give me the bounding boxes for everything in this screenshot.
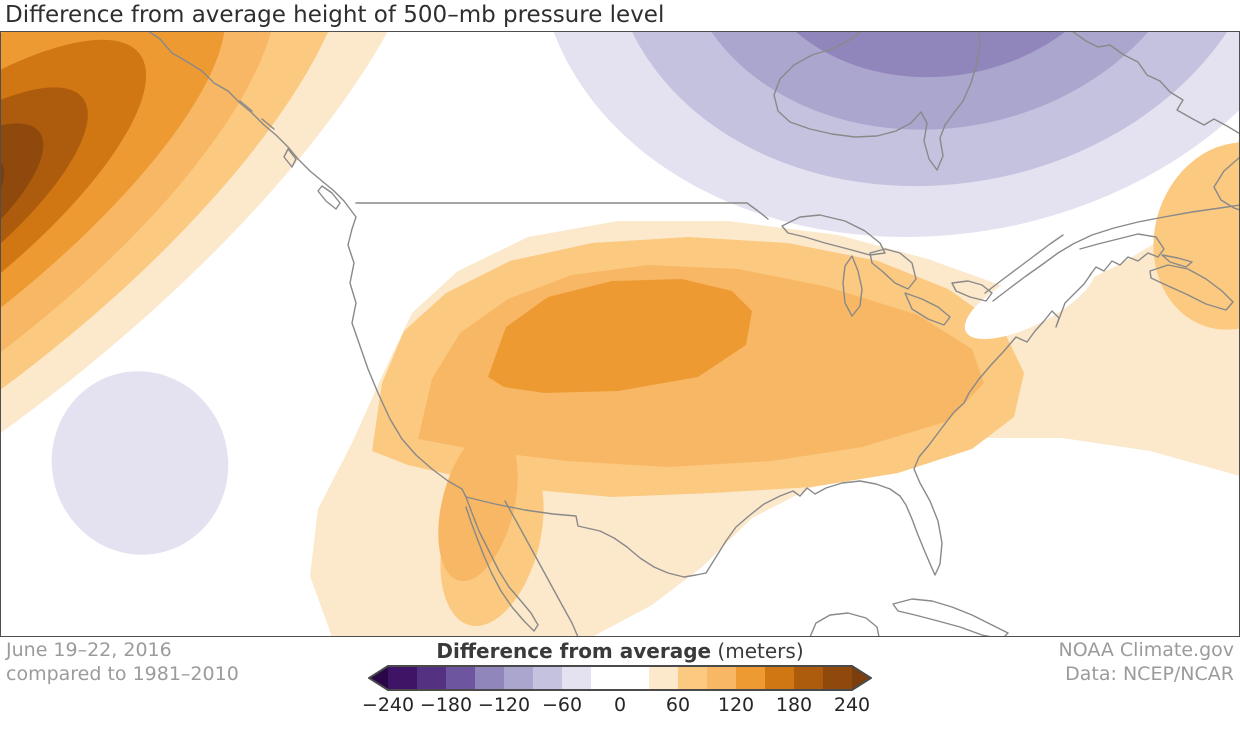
colorbar-segment [823,666,852,690]
colorbar-segment [678,666,707,690]
colorbar-legend: Difference from average (meters) −240 −18… [362,639,872,720]
coastline-labrador [1072,32,1239,135]
positive-anomaly-northwest-atlantic [1153,142,1239,330]
border-usa-canada [355,202,769,220]
river-st-lawrence-north-shore [992,204,1239,302]
colorbar-title-main: Difference from average [436,639,712,663]
coastline-cuba [892,598,1009,636]
lake-huron [869,248,917,290]
coastline-pacific [148,32,539,632]
lake-erie [904,292,951,326]
anomaly-map-frame [0,31,1240,637]
coastline-gulf-of-california [504,500,579,636]
baseline-period: compared to 1981–2010 [6,663,239,685]
zero-band-st-lawrence [964,258,1096,340]
colorbar-segment [794,666,823,690]
colorbar-segment [562,666,591,690]
negative-anomaly-pacific-offshore [51,371,229,555]
lake-michigan [842,255,863,317]
colorbar-segment [533,666,562,690]
colorbar-segment [765,666,794,690]
colorbar-tick-label: 240 [833,694,871,716]
colorbar-segment [388,666,417,690]
colorbar-segment [504,666,533,690]
colorbar-tick-label: 60 [665,694,691,716]
colorbar-tick-label: −240 [361,694,415,716]
colorbar-segment [707,666,736,690]
border-usa-mexico [465,496,707,578]
colorbar-arrow-left [369,666,388,690]
negative-anomaly-hudson-bay [537,32,1239,237]
colorbar-segments [388,666,852,690]
contour-plus-90-baja-arm [438,428,518,582]
coastline-yucatan [809,612,880,636]
colorbar-title: Difference from average (meters) [368,639,872,665]
coastline-nova-scotia [1149,264,1234,311]
colorbar-title-unit: (meters) [711,639,804,663]
coastlines [148,32,1239,636]
colorbar-arrow-right [852,666,871,690]
coastline-vancouver-island [317,185,341,210]
date-block: June 19–22, 2016 compared to 1981–2010 [6,638,239,686]
lake-ontario [951,280,993,302]
colorbar-tick-label: −180 [419,694,473,716]
coastline-gulf-and-east-coast [705,273,1092,576]
credit-source: NOAA Climate.gov [1058,639,1234,661]
colorbar-border [368,665,872,691]
positive-anomaly-gulf-of-alaska [1,32,432,636]
lake-superior [781,214,886,256]
colorbar [368,665,872,691]
colorbar-tick-labels: −240 −180 −120 −60 0 60 120 180 240 [362,694,872,720]
colorbar-tick-label: −60 [541,694,583,716]
contour-plus-120 [488,279,752,393]
credit-block: NOAA Climate.gov Data: NCEP/NCAR [1059,638,1234,686]
coastline-newfoundland [1213,156,1239,211]
coastline-alaska-panhandle-islands [239,100,275,130]
colorbar-segment [475,666,504,690]
colorbar-segment [591,666,620,690]
colorbar-tick-label: 0 [613,694,627,716]
date-range: June 19–22, 2016 [6,639,172,661]
colorbar-segment [620,666,649,690]
page-title: Difference from average height of 500–mb… [5,2,665,28]
colorbar-segment [417,666,446,690]
footer: June 19–22, 2016 compared to 1981–2010 N… [0,637,1240,736]
colorbar-segment [736,666,765,690]
coastline-hudson-bay [773,32,981,171]
credit-data: Data: NCEP/NCAR [1065,663,1234,685]
colorbar-tick-label: 120 [717,694,755,716]
colorbar-segment [649,666,678,690]
contour-plus-60-atlantic [1153,142,1239,330]
coastline-haida-gwaii [283,148,297,168]
colorbar-tick-label: 180 [775,694,813,716]
colorbar-tick-label: −120 [477,694,531,716]
coastline-prince-edward-island [1161,254,1193,268]
coastline-gaspe-new-brunswick [1079,233,1165,276]
colorbar-segment [446,666,475,690]
river-st-lawrence-south [984,234,1064,294]
anomaly-map [1,32,1239,636]
